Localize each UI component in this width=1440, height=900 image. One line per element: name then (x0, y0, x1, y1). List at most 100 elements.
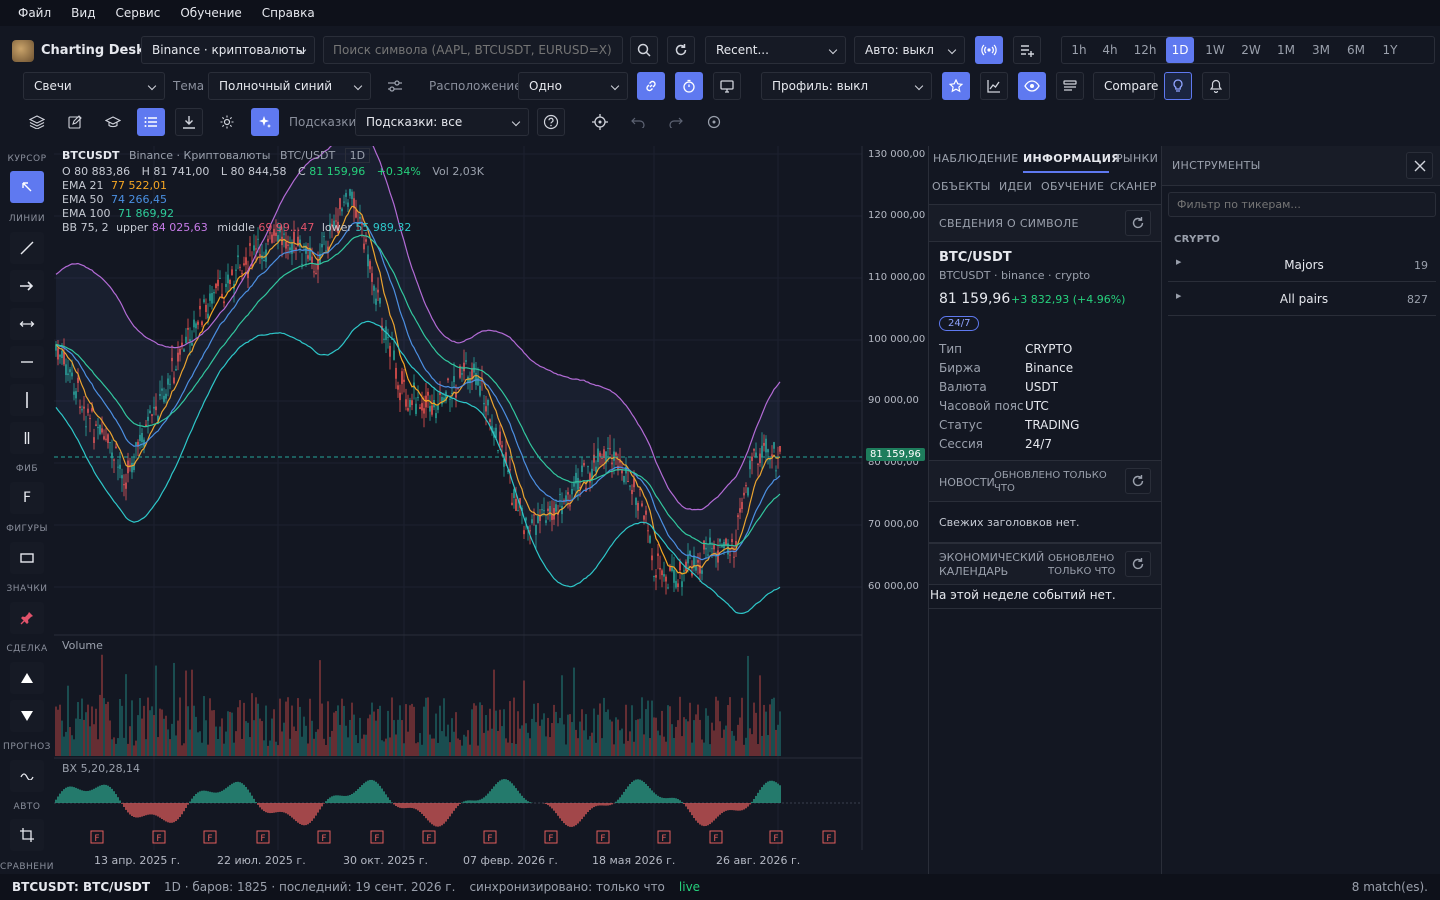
candle-body (283, 233, 285, 235)
oscillator-bar (485, 795, 487, 803)
price-tick: 120 000,00 (868, 210, 926, 221)
candle-body (473, 363, 475, 373)
vertical-line-tool[interactable] (10, 384, 44, 416)
oscillator-bar (429, 803, 431, 823)
refresh-button[interactable] (667, 36, 695, 64)
long-position-tool[interactable] (10, 662, 44, 694)
screen-button[interactable] (713, 72, 741, 100)
list-view-button[interactable] (137, 108, 165, 136)
edit-button[interactable] (61, 108, 89, 136)
volume-bar (411, 703, 413, 756)
forecast-tool[interactable] (10, 760, 44, 792)
candle-body (337, 221, 339, 234)
ray-tool[interactable] (10, 270, 44, 302)
volume-bar (725, 725, 727, 756)
alerts-button[interactable] (1202, 72, 1230, 100)
price-tick: 80 000,00 (868, 457, 919, 468)
undo-button[interactable] (624, 108, 652, 136)
tab-education[interactable]: ОБУЧЕНИЕ (1041, 180, 1105, 193)
crosshair-button[interactable] (586, 108, 614, 136)
redo-button[interactable] (662, 108, 690, 136)
fib-tool[interactable]: F (10, 482, 44, 514)
candle-body (199, 305, 201, 310)
indicators-button[interactable] (980, 72, 1008, 100)
instrument-row[interactable]: ▶ All pairs 827 (1168, 282, 1436, 316)
tf-4h[interactable]: 4h (1102, 43, 1118, 57)
menu-help[interactable]: Справка (261, 6, 315, 20)
link-button[interactable] (637, 72, 665, 100)
tf-1m[interactable]: 1M (1277, 43, 1295, 57)
profile-select[interactable]: Профиль: выкл (761, 72, 932, 100)
tf-12h[interactable]: 12h (1133, 43, 1157, 57)
recent-select[interactable]: Recent... (705, 36, 846, 64)
tf-1w[interactable]: 1W (1205, 43, 1225, 57)
ema100-line (55, 234, 781, 547)
news-updated: ОБНОВЛЕНО ТОЛЬКО ЧТО (994, 470, 1107, 494)
timer-button[interactable] (675, 72, 703, 100)
broadcast-button[interactable] (975, 36, 1003, 64)
tab-markets[interactable]: РЫНКИ (1116, 152, 1159, 165)
volume-bar (393, 720, 395, 756)
marker-tool[interactable] (10, 602, 44, 634)
tab-info[interactable]: ИНФОРМАЦИЯ (1023, 152, 1121, 165)
ticker-filter-input[interactable] (1168, 192, 1436, 217)
trend-line-tool[interactable] (10, 232, 44, 264)
brightness-button[interactable] (213, 108, 241, 136)
download-button[interactable] (175, 108, 203, 136)
ideas-button[interactable] (1164, 72, 1192, 100)
compare-button[interactable]: Compare (1093, 72, 1158, 100)
parallel-channel-tool[interactable] (10, 422, 44, 454)
tab-ideas[interactable]: ИДЕИ (999, 180, 1033, 193)
adjust-button[interactable] (381, 72, 409, 100)
tf-1d[interactable]: 1D (1166, 37, 1194, 63)
menu-view[interactable]: Вид (71, 6, 96, 20)
theme-select[interactable]: Полночный синий (208, 72, 371, 100)
tf-3m[interactable]: 3M (1312, 43, 1330, 57)
rectangle-tool[interactable] (10, 542, 44, 574)
exchange-select[interactable]: Binance · криптовалюты (141, 36, 315, 64)
menu-service[interactable]: Сервис (115, 6, 161, 20)
extended-line-tool[interactable] (10, 308, 44, 340)
layout-select[interactable]: Одно (518, 72, 628, 100)
volume-bar (451, 718, 453, 756)
template-button[interactable] (1056, 72, 1084, 100)
instrument-row[interactable]: ▶ Majors 19 (1168, 248, 1436, 282)
tab-watchlist[interactable]: НАБЛЮДЕНИЕ (933, 152, 1019, 165)
chart-area[interactable]: F F F F F F F F F F F F F F BTCUSDT Binance · Криптов… (54, 146, 928, 874)
layers-button[interactable] (23, 108, 51, 136)
add-list-button[interactable] (1013, 36, 1041, 64)
tf-6m[interactable]: 6M (1347, 43, 1365, 57)
symbol-info-refresh-button[interactable] (1125, 210, 1151, 236)
chart-type-select[interactable]: Свечи (23, 72, 165, 100)
oscillator-bar (59, 793, 61, 803)
news-refresh-button[interactable] (1125, 468, 1151, 494)
tab-scanner[interactable]: СКАНЕР (1110, 180, 1157, 193)
record-button[interactable] (700, 108, 728, 136)
auto-select[interactable]: Авто: выкл (854, 36, 965, 64)
visibility-button[interactable] (1018, 72, 1046, 100)
education-button[interactable] (99, 108, 127, 136)
tf-1y[interactable]: 1Y (1382, 43, 1398, 57)
short-position-tool[interactable] (10, 700, 44, 732)
volume-bar (757, 744, 759, 756)
price-tick: 60 000,00 (868, 581, 919, 592)
menu-learning[interactable]: Обучение (180, 6, 242, 20)
close-instruments-button[interactable] (1406, 152, 1433, 179)
horizontal-line-tool[interactable] (10, 346, 44, 378)
favorite-button[interactable] (942, 72, 970, 100)
tf-1h[interactable]: 1h (1071, 43, 1087, 57)
auto-tool[interactable] (10, 819, 44, 851)
hints-toggle-button[interactable] (251, 108, 279, 136)
tab-objects[interactable]: ОБЪЕКТЫ (932, 180, 991, 193)
tf-2w[interactable]: 2W (1241, 43, 1261, 57)
calendar-refresh-button[interactable] (1125, 551, 1151, 577)
symbol-search-input[interactable] (323, 36, 623, 64)
search-button[interactable] (630, 36, 658, 64)
help-button[interactable] (537, 108, 565, 136)
volume-bar (537, 703, 539, 756)
cursor-tool[interactable] (10, 171, 44, 203)
hints-select[interactable]: Подсказки: все (355, 108, 529, 136)
candle-body (579, 487, 581, 489)
menu-file[interactable]: Файл (18, 6, 52, 20)
